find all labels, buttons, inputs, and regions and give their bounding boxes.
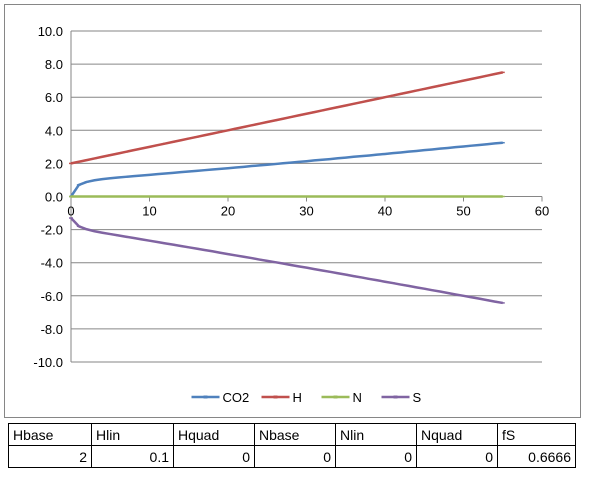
legend-item-h: H xyxy=(261,390,302,405)
params-value-row: 2 0.1 0 0 0 0 0.6666 xyxy=(8,445,576,468)
x-tick-label: 20 xyxy=(221,204,235,219)
y-tick-label: 8.0 xyxy=(45,57,63,72)
legend-item-co2: CO2 xyxy=(191,390,250,405)
y-tick-label: 2.0 xyxy=(45,156,63,171)
params-header-row: Hbase Hlin Hquad Nbase Nlin Nquad fS xyxy=(8,423,576,446)
legend-label-s: S xyxy=(413,390,422,405)
x-tick-label: 30 xyxy=(299,204,313,219)
chart-area: 10.0 8.0 6.0 4.0 2.0 0.0 -2.0 -4.0 -6.0 -8.0 -10.0… xyxy=(4,4,581,418)
x-tick-label: 40 xyxy=(378,204,392,219)
y-tick-label: -4.0 xyxy=(41,256,63,271)
y-tick-label: -8.0 xyxy=(41,322,63,337)
line-chart: 10.0 8.0 6.0 4.0 2.0 0.0 -2.0 -4.0 -6.0 -8.0 -10.0… xyxy=(33,24,549,405)
y-tick-label: -2.0 xyxy=(41,223,63,238)
header-fs: fS xyxy=(497,423,576,446)
y-tick-label: 10.0 xyxy=(38,24,63,39)
header-nlin: Nlin xyxy=(335,423,417,446)
value-nquad: 0 xyxy=(416,445,498,468)
header-nquad: Nquad xyxy=(416,423,498,446)
header-hbase: Hbase xyxy=(8,423,92,446)
value-nbase: 0 xyxy=(254,445,336,468)
header-hlin: Hlin xyxy=(91,423,174,446)
y-tick-label: -10.0 xyxy=(33,355,63,370)
y-tick-label: 4.0 xyxy=(45,123,63,138)
value-nlin: 0 xyxy=(335,445,417,468)
series-line-s xyxy=(70,217,503,305)
y-tick-label: -6.0 xyxy=(41,289,63,304)
value-fs: 0.6666 xyxy=(497,445,576,468)
value-hquad: 0 xyxy=(173,445,255,468)
parameters-table: Hbase Hlin Hquad Nbase Nlin Nquad fS 2 0… xyxy=(8,423,576,468)
y-axis-tick-labels: 10.0 8.0 6.0 4.0 2.0 0.0 -2.0 -4.0 -6.0 -8.0 -10.0 xyxy=(33,24,63,370)
y-tick-label: 6.0 xyxy=(45,90,63,105)
y-tick-label: 0.0 xyxy=(45,190,63,205)
series-lines xyxy=(69,71,505,305)
legend-item-n: N xyxy=(321,390,362,405)
x-tick-label: 10 xyxy=(142,204,156,219)
x-tick-label: 60 xyxy=(535,204,549,219)
legend: CO2 H N S xyxy=(191,390,422,405)
header-nbase: Nbase xyxy=(254,423,336,446)
x-axis-tick-labels: 0 10 20 30 40 50 60 xyxy=(67,204,549,219)
value-hlin: 0.1 xyxy=(91,445,174,468)
header-hquad: Hquad xyxy=(173,423,255,446)
legend-label-co2: CO2 xyxy=(223,390,250,405)
x-tick-label: 50 xyxy=(456,204,470,219)
legend-label-n: N xyxy=(353,390,362,405)
x-tick-label: 0 xyxy=(67,204,74,219)
legend-label-h: H xyxy=(293,390,302,405)
legend-item-s: S xyxy=(381,390,422,405)
value-hbase: 2 xyxy=(8,445,92,468)
